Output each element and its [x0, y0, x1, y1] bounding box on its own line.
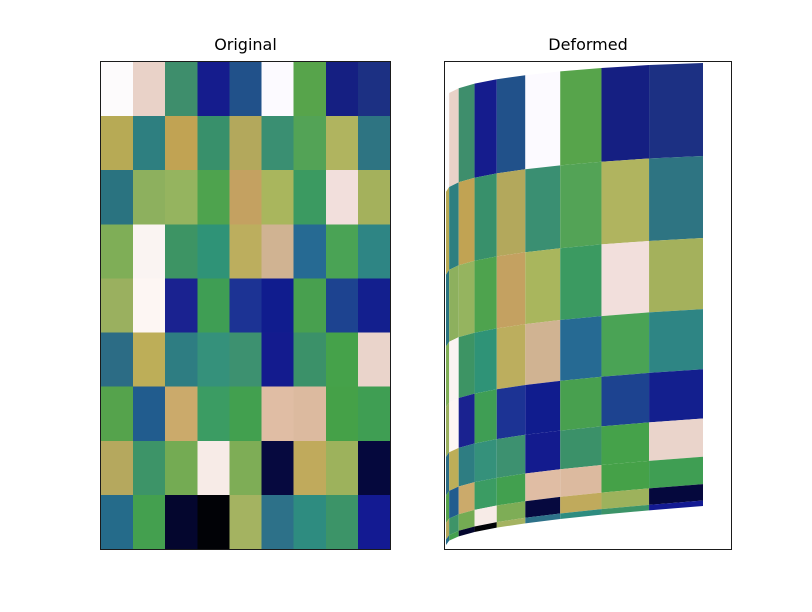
- original-heatmap-grid: [101, 62, 390, 549]
- deformed-plot-title: Deformed: [548, 35, 628, 54]
- original-plot-title: Original: [214, 35, 277, 54]
- deformed-mesh: [446, 63, 703, 545]
- deformed-axes-frame: [444, 61, 732, 550]
- original-axes-frame: [100, 61, 391, 550]
